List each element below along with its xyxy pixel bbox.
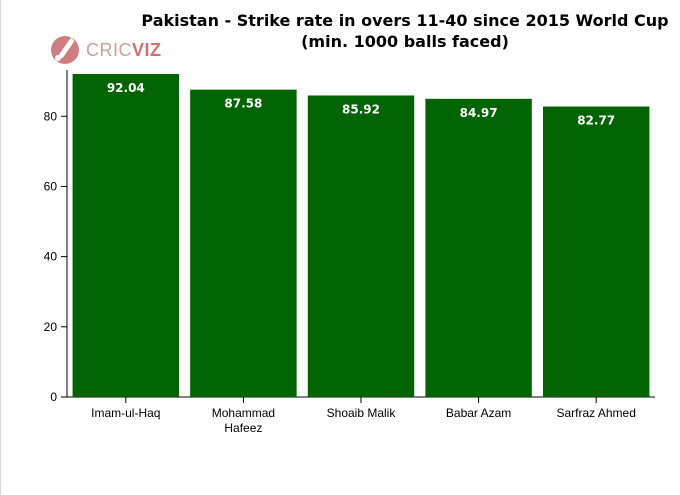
y-tick-label: 20: [44, 320, 58, 334]
chart-title: Pakistan - Strike rate in overs 11-40 si…: [141, 11, 669, 51]
bar-value-label: 92.04: [107, 81, 145, 95]
bar-value-label: 87.58: [224, 97, 262, 111]
logo-suffix: VIZ: [132, 40, 162, 60]
x-tick-label-line: Mohammad: [212, 406, 275, 420]
x-tick-label-line: Babar Azam: [446, 406, 511, 420]
cricviz-logo: CRICVIZ: [50, 32, 170, 67]
bar-value-label: 82.77: [577, 114, 615, 128]
y-tick-label: 0: [50, 390, 57, 404]
y-tick-label: 60: [44, 179, 58, 193]
x-tick-label: Babar Azam: [446, 406, 511, 420]
bars: 92.04 87.58 85.92 84.97 82.77: [72, 74, 650, 398]
y-tick-label: 40: [44, 250, 58, 264]
x-tick-label-line: Sarfraz Ahmed: [557, 406, 636, 420]
logo-wordmark: CRICVIZ: [86, 40, 162, 61]
x-tick-label: Mohammad Hafeez: [212, 406, 275, 435]
bar: [72, 74, 180, 397]
x-tick-label: Shoaib Malik: [327, 406, 397, 420]
bar-value-label: 84.97: [460, 106, 498, 120]
frame-border: [0, 0, 1, 495]
x-tick-label-line: Hafeez: [224, 421, 262, 435]
x-tick-label-line: Shoaib Malik: [327, 406, 397, 420]
logo-prefix: CRIC: [86, 40, 132, 60]
bar: [425, 98, 532, 397]
bar: [307, 95, 415, 398]
bar-value-label: 85.92: [342, 102, 380, 116]
x-tick-label-line: Imam-ul-Haq: [91, 406, 160, 420]
x-tick-label: Imam-ul-Haq: [91, 406, 160, 420]
x-tick-label: Sarfraz Ahmed: [557, 406, 636, 420]
bar: [190, 89, 297, 397]
cricket-bat-ball-icon: [51, 32, 79, 64]
bar: [542, 106, 650, 397]
y-tick-label: 80: [44, 109, 58, 123]
